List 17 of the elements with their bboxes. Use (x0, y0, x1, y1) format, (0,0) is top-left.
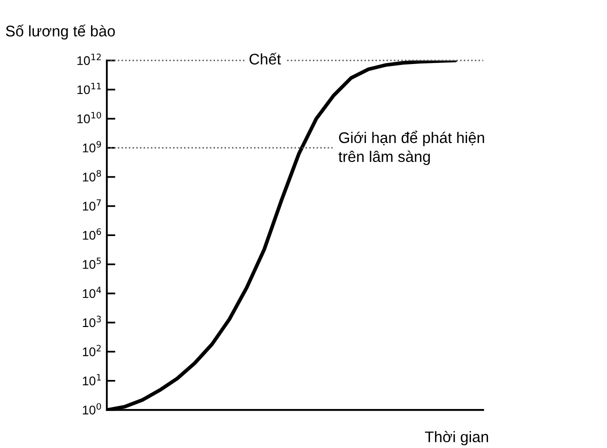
y-tick-label: 10$^{7}$ (82, 199, 101, 211)
y-tick-label: 10$^{8}$ (82, 170, 101, 182)
y-tick-label: 10$^{5}$ (82, 258, 101, 269)
y-tick-label: 10$^{3}$ (82, 316, 101, 328)
ref-line-label: Giới hạn để phát hiện trên lâm sàng (338, 130, 484, 166)
y-tick-label: 10$^{9}$ (82, 140, 101, 152)
y-tick-label: 10$^{10}$ (77, 112, 102, 124)
x-axis-title: Thời gian (424, 430, 488, 446)
y-tick-label: 10$^{1}$ (82, 374, 101, 386)
y-tick-label: 10$^{6}$ (82, 228, 102, 240)
y-tick-label: 10$^{2}$ (82, 344, 101, 356)
y-tick-label: 10$^{0}$ (82, 403, 101, 414)
y-tick-label: 10$^{11}$ (77, 82, 101, 94)
y-axis-title: Số lương tế bào (6, 24, 115, 40)
y-tick-label: 10$^{4}$ (82, 286, 102, 298)
y-tick-label: 10$^{12}$ (77, 54, 101, 66)
ref-line-label: Chết (250, 52, 281, 65)
